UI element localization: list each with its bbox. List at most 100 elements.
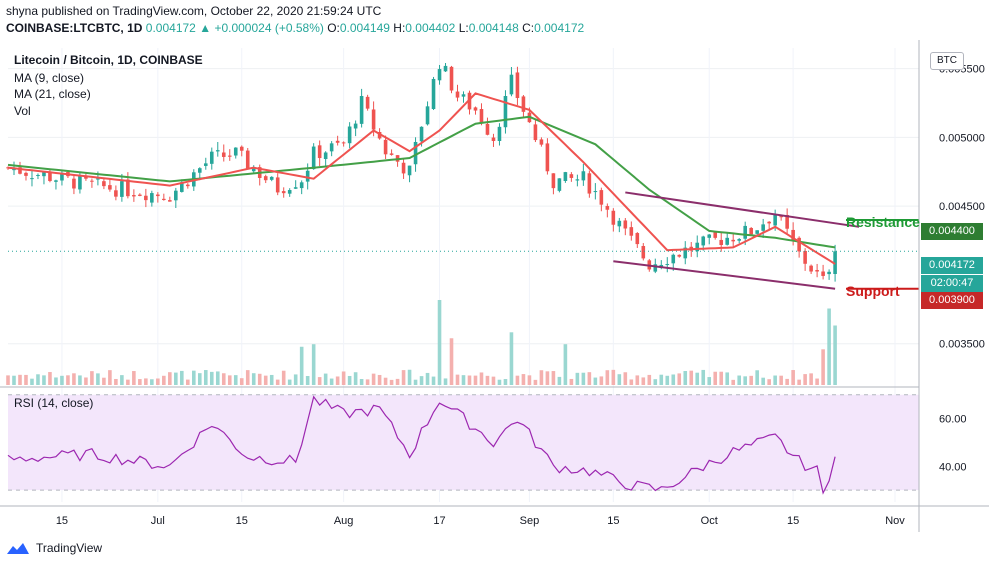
volume-bar [12, 375, 16, 385]
legend-vol: Vol [14, 104, 31, 118]
volume-bar [126, 379, 130, 385]
candle [755, 230, 759, 234]
volume-bar [557, 376, 562, 385]
volume-bar [395, 378, 400, 385]
candle [150, 193, 154, 203]
candle [36, 174, 40, 176]
volume-bar [156, 378, 160, 385]
price-pane [8, 48, 919, 385]
candle [641, 246, 646, 259]
ma9-line [7, 92, 836, 265]
candle [305, 170, 310, 182]
candle [725, 237, 730, 245]
candle [251, 168, 256, 172]
candle [18, 167, 22, 174]
volume-bar [515, 375, 520, 385]
volume-bar [174, 372, 178, 385]
ma21-line [7, 115, 836, 249]
volume-bar [353, 372, 358, 385]
rsi-tick-label: 60.00 [939, 414, 967, 426]
candle [821, 271, 825, 276]
candle [581, 171, 586, 181]
candle [809, 265, 813, 272]
candle [497, 126, 502, 141]
candle [419, 126, 424, 142]
time-tick-label: 17 [433, 515, 445, 527]
time-tick-label: Nov [885, 515, 905, 527]
volume-bar [641, 377, 646, 385]
candle [743, 225, 747, 239]
volume-bar [48, 372, 52, 385]
candle [60, 172, 64, 181]
currency-badge[interactable]: BTC [930, 52, 964, 70]
volume-bar [335, 376, 340, 385]
candle [138, 194, 142, 196]
footer-brand: TradingView [36, 541, 103, 555]
volume-bar [54, 377, 58, 385]
up-arrow-icon: ▲ [199, 21, 212, 35]
candle [767, 221, 771, 224]
volume-bar [461, 375, 466, 385]
volume-bar [329, 378, 334, 385]
volume-bar [689, 370, 694, 385]
candle [293, 187, 298, 189]
rsi-band [8, 394, 919, 491]
volume-bar [473, 375, 478, 385]
candle [24, 172, 28, 176]
candle [659, 264, 664, 267]
volume-bar [647, 374, 652, 385]
volume-bar [263, 375, 268, 385]
support-annotation: Support [846, 283, 900, 299]
candle [365, 96, 370, 109]
candle [323, 152, 328, 160]
candle [563, 172, 568, 181]
volume-bar [138, 379, 142, 385]
volume-bar [665, 375, 670, 385]
candle [695, 242, 700, 252]
candle [347, 126, 352, 144]
volume-bar [24, 374, 28, 385]
volume-bar [737, 375, 741, 385]
candle [48, 172, 52, 182]
candle [174, 190, 178, 201]
resistance-price-tag: 0.004400 [921, 223, 983, 240]
candle [341, 142, 346, 144]
volume-bar [761, 377, 765, 385]
volume-bar [365, 379, 370, 385]
candle [221, 152, 226, 157]
volume-bar [527, 375, 532, 385]
rsi-tick-label: 40.00 [939, 461, 967, 473]
candle [707, 234, 712, 238]
candle [629, 227, 634, 236]
candle [653, 264, 658, 272]
candle [269, 176, 274, 180]
volume-bar [719, 371, 724, 385]
volume-bar [605, 370, 610, 385]
candle [593, 191, 598, 193]
resistance-annotation: Resistance [846, 214, 920, 230]
volume-bar [575, 372, 580, 385]
candle [797, 237, 801, 252]
candle [545, 143, 550, 172]
candle [791, 229, 795, 241]
volume-bar [168, 372, 172, 385]
volume-bar [563, 344, 568, 385]
volume-bar [581, 372, 586, 385]
tradingview-logo-icon [7, 543, 29, 554]
volume-bar [743, 376, 747, 385]
candle [701, 236, 706, 246]
volume-bar [539, 370, 544, 385]
candle [833, 251, 837, 275]
volume-bar [30, 378, 34, 385]
volume-bar [233, 375, 238, 385]
volume-bar [797, 379, 801, 385]
volume-bar [779, 375, 783, 385]
candle [509, 74, 514, 95]
candle [317, 145, 322, 159]
candle [389, 153, 394, 155]
publish-info: shyna published on TradingView.com, Octo… [6, 4, 382, 18]
candle [162, 198, 166, 200]
candle [168, 200, 172, 202]
volume-bar [509, 332, 514, 385]
